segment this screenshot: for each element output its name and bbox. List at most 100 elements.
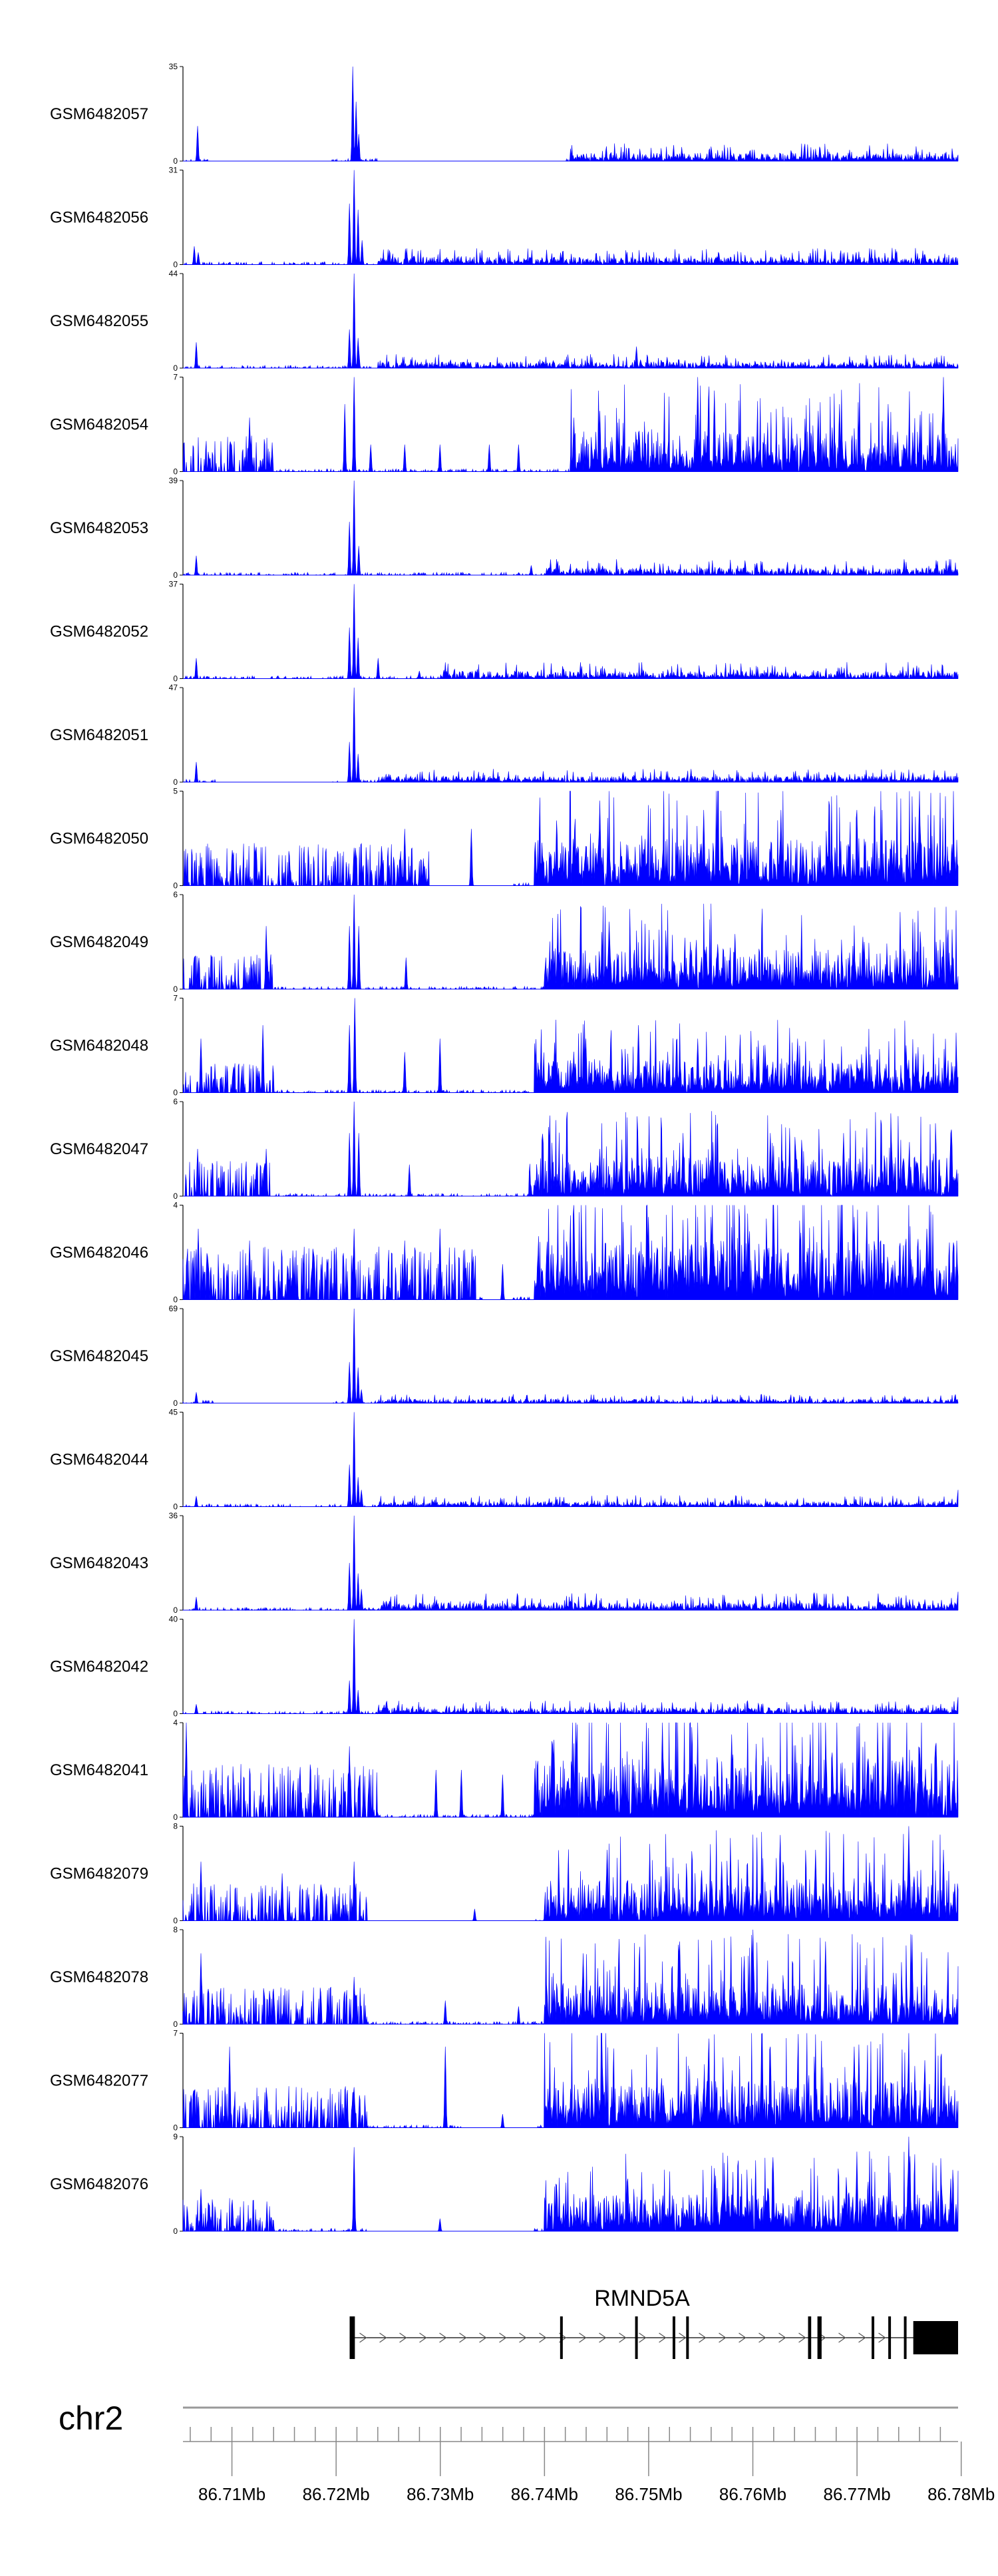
gene-exon — [913, 2321, 958, 2354]
track-GSM6482054: GSM6482054 7 0 — [50, 373, 959, 477]
gene-label: RMND5A — [594, 2286, 690, 2311]
track-label: GSM6482051 — [50, 726, 148, 744]
coverage-area — [182, 1722, 959, 1819]
coverage-tracks: GSM6482057350GSM6482056310GSM6482055440G… — [50, 62, 959, 2236]
y-max-label: 69 — [169, 1304, 178, 1313]
y-max-label: 36 — [169, 1511, 178, 1520]
y-zero-label: 0 — [173, 1088, 178, 1098]
chromosome-axis: chr2 86.71Mb 86.72Mb 86.73Mb 86.74Mb 86.75Mb… — [59, 2400, 995, 2504]
track-GSM6482043: GSM6482043 36 0 — [50, 1511, 959, 1615]
track-label: GSM6482052 — [50, 623, 148, 641]
axis-tick-label: 86.76Mb — [719, 2484, 786, 2504]
track-label: GSM6482078 — [50, 1968, 148, 1986]
axis-tick-label: 86.72Mb — [303, 2484, 370, 2504]
strand-chevron — [758, 2332, 766, 2343]
strand-chevron — [719, 2332, 727, 2343]
strand-chevron — [858, 2332, 866, 2343]
coverage-area — [182, 1826, 959, 1922]
gene-exon — [904, 2316, 907, 2359]
strand-chevron — [399, 2332, 407, 2343]
y-zero-label: 0 — [173, 363, 178, 373]
chromosome-label: chr2 — [59, 2400, 123, 2437]
axis-tick-label: 86.73Mb — [407, 2484, 474, 2504]
y-zero-label: 0 — [173, 467, 178, 477]
strand-chevron — [679, 2332, 687, 2343]
track-label: GSM6482046 — [50, 1244, 148, 1262]
strand-chevron — [519, 2332, 527, 2343]
track-GSM6482076: GSM6482076 9 0 — [50, 2132, 959, 2236]
y-zero-label: 0 — [173, 2123, 178, 2133]
y-zero-label: 0 — [173, 2020, 178, 2029]
track-label: GSM6482050 — [50, 830, 148, 848]
y-zero-label: 0 — [173, 1502, 178, 1512]
track-GSM6482079: GSM6482079 8 0 — [50, 1822, 959, 1926]
strand-chevron — [778, 2332, 786, 2343]
coverage-area — [182, 1308, 959, 1404]
y-max-label: 7 — [173, 373, 178, 382]
track-GSM6482055: GSM6482055 44 0 — [50, 269, 959, 373]
coverage-area — [183, 791, 959, 887]
y-max-label: 6 — [173, 890, 178, 899]
track-label: GSM6482047 — [50, 1140, 148, 1158]
y-zero-label: 0 — [173, 1606, 178, 1615]
y-max-label: 8 — [173, 1822, 178, 1831]
track-GSM6482044: GSM6482044 45 0 — [50, 1408, 959, 1512]
y-max-label: 8 — [173, 1925, 178, 1934]
strand-chevron — [359, 2332, 367, 2343]
track-label: GSM6482055 — [50, 312, 148, 330]
y-max-label: 5 — [173, 787, 178, 796]
track-GSM6482057: GSM6482057 35 0 — [50, 62, 959, 166]
track-label: GSM6482077 — [50, 2072, 148, 2090]
strand-chevron — [579, 2332, 587, 2343]
y-max-label: 4 — [173, 1718, 178, 1727]
coverage-area — [183, 273, 959, 369]
y-zero-label: 0 — [173, 2227, 178, 2236]
track-label: GSM6482054 — [50, 416, 148, 434]
coverage-area — [183, 1101, 959, 1197]
strand-chevron — [659, 2332, 667, 2343]
gene-exon — [872, 2316, 875, 2359]
y-zero-label: 0 — [173, 260, 178, 270]
track-label: GSM6482041 — [50, 1761, 148, 1779]
y-zero-label: 0 — [173, 1398, 178, 1408]
coverage-area — [182, 1515, 959, 1611]
coverage-area — [183, 687, 959, 783]
gene-exon — [808, 2316, 812, 2359]
track-GSM6482053: GSM6482053 39 0 — [50, 476, 959, 580]
coverage-area — [182, 377, 959, 473]
track-GSM6482056: GSM6482056 31 0 — [50, 166, 959, 270]
coverage-area — [182, 1619, 959, 1715]
coverage-area — [182, 2033, 959, 2129]
coverage-area — [183, 66, 959, 162]
strand-chevron — [419, 2332, 427, 2343]
y-zero-label: 0 — [173, 570, 178, 580]
track-GSM6482077: GSM6482077 7 0 — [50, 2029, 959, 2133]
coverage-area — [183, 584, 959, 680]
coverage-area — [182, 998, 959, 1094]
strand-chevron — [459, 2332, 467, 2343]
track-GSM6482052: GSM6482052 37 0 — [50, 580, 959, 684]
track-label: GSM6482057 — [50, 105, 148, 123]
y-zero-label: 0 — [173, 156, 178, 166]
y-max-label: 40 — [169, 1615, 178, 1624]
y-max-label: 31 — [169, 166, 178, 175]
track-label: GSM6482042 — [50, 1658, 148, 1676]
strand-chevron — [539, 2332, 547, 2343]
y-max-label: 9 — [173, 2132, 178, 2141]
y-max-label: 44 — [169, 269, 178, 278]
y-max-label: 45 — [169, 1408, 178, 1417]
y-max-label: 35 — [169, 62, 178, 71]
y-zero-label: 0 — [173, 1916, 178, 1926]
track-GSM6482050: GSM6482050 5 0 — [50, 787, 959, 891]
y-max-label: 39 — [169, 476, 178, 485]
strand-chevron — [639, 2332, 647, 2343]
track-GSM6482049: GSM6482049 6 0 — [50, 890, 959, 994]
track-label: GSM6482079 — [50, 1865, 148, 1883]
coverage-area — [182, 480, 959, 576]
gene-exon — [888, 2316, 892, 2359]
y-zero-label: 0 — [173, 1709, 178, 1719]
y-zero-label: 0 — [173, 1813, 178, 1822]
strand-chevron — [798, 2332, 806, 2343]
track-GSM6482048: GSM6482048 7 0 — [50, 994, 959, 1098]
track-label: GSM6482049 — [50, 933, 148, 951]
